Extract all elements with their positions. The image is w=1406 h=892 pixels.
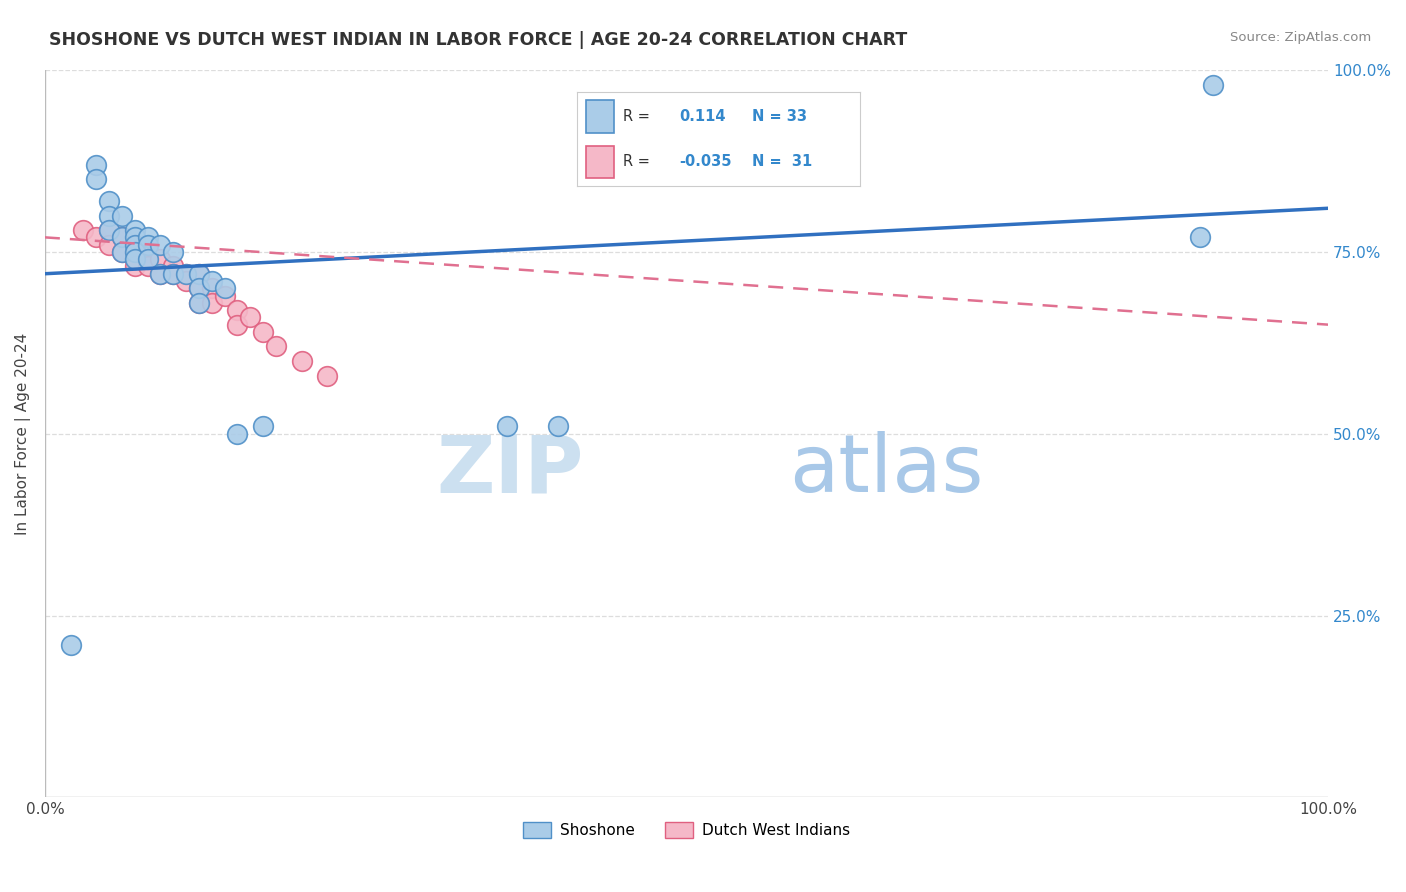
Point (316, 368, 339, 383)
Point (149, 267, 172, 281)
Point (187, 267, 209, 281)
Point (201, 281, 224, 295)
Point (59, 638, 82, 652)
Point (252, 419, 274, 434)
Point (264, 339, 287, 353)
Point (111, 244, 134, 259)
Point (226, 303, 249, 318)
Point (174, 274, 197, 288)
Text: ZIP: ZIP (437, 431, 583, 509)
Point (98, 237, 121, 252)
Text: atlas: atlas (789, 431, 984, 509)
Point (290, 354, 312, 368)
Point (124, 237, 146, 252)
Point (136, 252, 159, 267)
Point (187, 281, 209, 295)
Point (162, 244, 184, 259)
Point (214, 288, 236, 302)
Point (124, 244, 146, 259)
Point (187, 267, 209, 281)
Point (84, 230, 107, 244)
Point (111, 244, 134, 259)
Text: SHOSHONE VS DUTCH WEST INDIAN IN LABOR FORCE | AGE 20-24 CORRELATION CHART: SHOSHONE VS DUTCH WEST INDIAN IN LABOR F… (49, 31, 907, 49)
Point (149, 237, 172, 252)
Point (201, 274, 224, 288)
Point (124, 252, 146, 267)
Point (124, 244, 146, 259)
Point (136, 230, 159, 244)
Point (124, 223, 146, 237)
Point (226, 318, 249, 332)
Point (111, 230, 134, 244)
Point (72, 223, 94, 237)
Point (84, 172, 107, 186)
Point (174, 267, 197, 281)
Point (214, 281, 236, 295)
Point (162, 260, 184, 274)
Text: Source: ZipAtlas.com: Source: ZipAtlas.com (1230, 31, 1371, 45)
Point (84, 158, 107, 172)
Point (136, 260, 159, 274)
Point (162, 267, 184, 281)
Point (98, 194, 121, 208)
Point (124, 230, 146, 244)
Point (547, 419, 569, 434)
Point (201, 295, 224, 310)
Point (124, 252, 146, 267)
Point (124, 237, 146, 252)
Point (124, 260, 146, 274)
Point (187, 295, 209, 310)
Point (98, 223, 121, 237)
Point (174, 267, 197, 281)
Legend: Shoshone, Dutch West Indians: Shoshone, Dutch West Indians (517, 816, 856, 845)
Point (149, 267, 172, 281)
Point (252, 325, 274, 339)
Point (187, 295, 209, 310)
Point (98, 223, 121, 237)
Point (226, 426, 249, 441)
Point (136, 237, 159, 252)
Point (187, 281, 209, 295)
Point (111, 209, 134, 223)
Point (495, 419, 517, 434)
Point (149, 252, 172, 267)
Point (162, 267, 184, 281)
Y-axis label: In Labor Force | Age 20-24: In Labor Force | Age 20-24 (15, 333, 31, 535)
Point (1188, 230, 1211, 244)
Point (98, 209, 121, 223)
Point (239, 310, 262, 325)
Point (136, 244, 159, 259)
Point (1201, 78, 1223, 92)
Point (111, 230, 134, 244)
